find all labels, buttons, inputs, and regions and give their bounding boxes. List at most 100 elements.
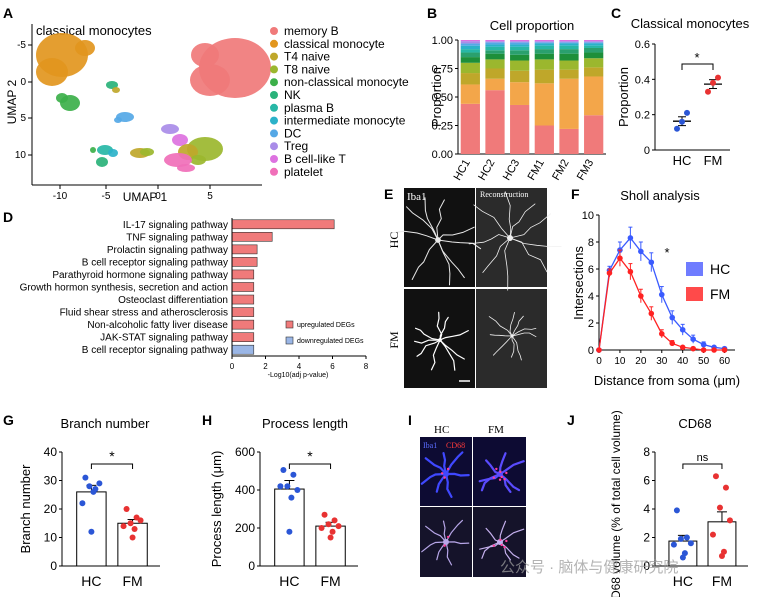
significance-mark: ns bbox=[697, 452, 709, 464]
bar-segment bbox=[559, 40, 579, 42]
microglia-process bbox=[436, 311, 443, 341]
x-axis-label: Distance from soma (μm) bbox=[594, 373, 740, 388]
microglia-process bbox=[439, 339, 465, 360]
data-point bbox=[679, 118, 685, 125]
ytick-label: 0.00 bbox=[432, 149, 453, 161]
series-point bbox=[648, 310, 655, 317]
bar-segment bbox=[559, 60, 579, 70]
microglia-process bbox=[437, 239, 482, 250]
pathway-bar bbox=[231, 269, 255, 280]
umap-xtick-label: -10 bbox=[53, 191, 68, 202]
data-point bbox=[684, 109, 690, 116]
data-point bbox=[677, 535, 684, 542]
umap-cluster-t8-naive bbox=[190, 155, 206, 165]
legend-label: FM bbox=[710, 286, 730, 302]
cell-proportion-chart: Cell proportion 0.00 0.25 0.50 0.75 1.00 Propo… bbox=[429, 18, 606, 183]
legend-swatch-plasma-b bbox=[270, 103, 278, 112]
legend-swatch bbox=[285, 336, 294, 345]
bar-segment bbox=[485, 41, 505, 43]
bar-segment bbox=[460, 57, 480, 63]
pathway-label: JAK-STAT signaling pathway bbox=[100, 333, 228, 344]
bar-segment bbox=[485, 78, 505, 91]
bar-segment bbox=[485, 90, 505, 154]
microglia-soma bbox=[507, 235, 513, 241]
data-point bbox=[670, 541, 677, 548]
microglia-process bbox=[436, 199, 445, 241]
umap-cluster-platelet bbox=[164, 153, 192, 167]
panel-letter-d: D bbox=[3, 209, 13, 225]
cd68-micrographs: HC FM Iba1 CD68 bbox=[420, 424, 526, 577]
panel-letter-i: I bbox=[408, 412, 412, 428]
category-label: FM bbox=[712, 573, 732, 589]
cd68-puncta bbox=[440, 472, 444, 475]
microglia-process bbox=[439, 316, 449, 341]
cd68-puncta bbox=[503, 545, 506, 549]
cd68-process bbox=[442, 520, 447, 543]
ytick-label: 1.00 bbox=[432, 35, 453, 47]
legend-swatch bbox=[686, 262, 703, 276]
data-point bbox=[726, 517, 733, 524]
data-point bbox=[318, 525, 325, 531]
chart-title: Branch number bbox=[61, 416, 151, 431]
category-label: HC bbox=[673, 573, 693, 589]
micrograph-row-hc: HC bbox=[387, 232, 401, 249]
xtick-label: 20 bbox=[635, 356, 647, 367]
cd68-process bbox=[421, 541, 447, 553]
significance-mark: * bbox=[307, 448, 313, 464]
data-point bbox=[722, 484, 729, 491]
ytick-label: 200 bbox=[235, 521, 255, 535]
data-point bbox=[88, 528, 95, 535]
ytick-label: 10 bbox=[582, 210, 594, 222]
microglia-process bbox=[504, 191, 512, 239]
cd68-process bbox=[499, 528, 525, 543]
umap-xlabel: UMAP 1 bbox=[123, 190, 168, 204]
bar-segment bbox=[534, 59, 554, 70]
stain-cd68: CD68 bbox=[446, 441, 465, 450]
microglia-process bbox=[511, 335, 515, 358]
microglia-process bbox=[511, 328, 537, 337]
microglia-process bbox=[437, 239, 451, 286]
data-point bbox=[715, 74, 721, 81]
bar-segment bbox=[534, 49, 554, 54]
series-point bbox=[721, 347, 728, 353]
pathway-label: Osteoclast differentiation bbox=[118, 295, 228, 306]
data-point bbox=[705, 88, 711, 95]
cd68-puncta bbox=[498, 478, 502, 481]
pathway-bar bbox=[231, 344, 255, 355]
legend-swatch bbox=[285, 320, 294, 329]
significance-bracket bbox=[90, 463, 134, 469]
ytick-label: 0 bbox=[588, 345, 594, 357]
data-point bbox=[82, 474, 89, 481]
y-axis-label: Intersections bbox=[571, 246, 586, 320]
category-label: FM2 bbox=[550, 158, 571, 183]
chart-title: Sholl analysis bbox=[620, 188, 700, 203]
panel-letter-c: C bbox=[611, 5, 621, 21]
data-point bbox=[321, 511, 328, 518]
series-point bbox=[669, 340, 676, 347]
bar-segment bbox=[460, 52, 480, 58]
umap-cluster-platelet bbox=[177, 164, 195, 172]
microglia-process bbox=[511, 332, 537, 338]
pathway-bar bbox=[231, 294, 255, 305]
legend-swatch-t8-naive bbox=[270, 65, 278, 74]
microglia-process bbox=[482, 237, 511, 273]
category-label: HC3 bbox=[501, 158, 522, 183]
umap-ytick-label: 5 bbox=[20, 113, 26, 124]
microglia-process bbox=[468, 234, 511, 245]
bar-segment bbox=[584, 76, 604, 116]
data-point bbox=[683, 534, 690, 541]
bar-segment bbox=[534, 83, 554, 126]
bar-segment bbox=[559, 42, 579, 44]
data-point bbox=[335, 523, 342, 530]
legend-swatch-t4-naive bbox=[270, 52, 278, 61]
data-point bbox=[679, 554, 686, 561]
umap-ytick-label: -5 bbox=[17, 40, 26, 51]
cd68-chart: CD68 0 2 4 6 8 CD68 volume (% of total cell vo… bbox=[609, 410, 748, 597]
microglia-process bbox=[406, 206, 439, 241]
data-point bbox=[137, 517, 144, 524]
bar-segment bbox=[534, 45, 554, 50]
cd68-process bbox=[479, 541, 501, 550]
microglia-process bbox=[439, 330, 469, 341]
legend-label: non-classical monocyte bbox=[284, 75, 409, 89]
